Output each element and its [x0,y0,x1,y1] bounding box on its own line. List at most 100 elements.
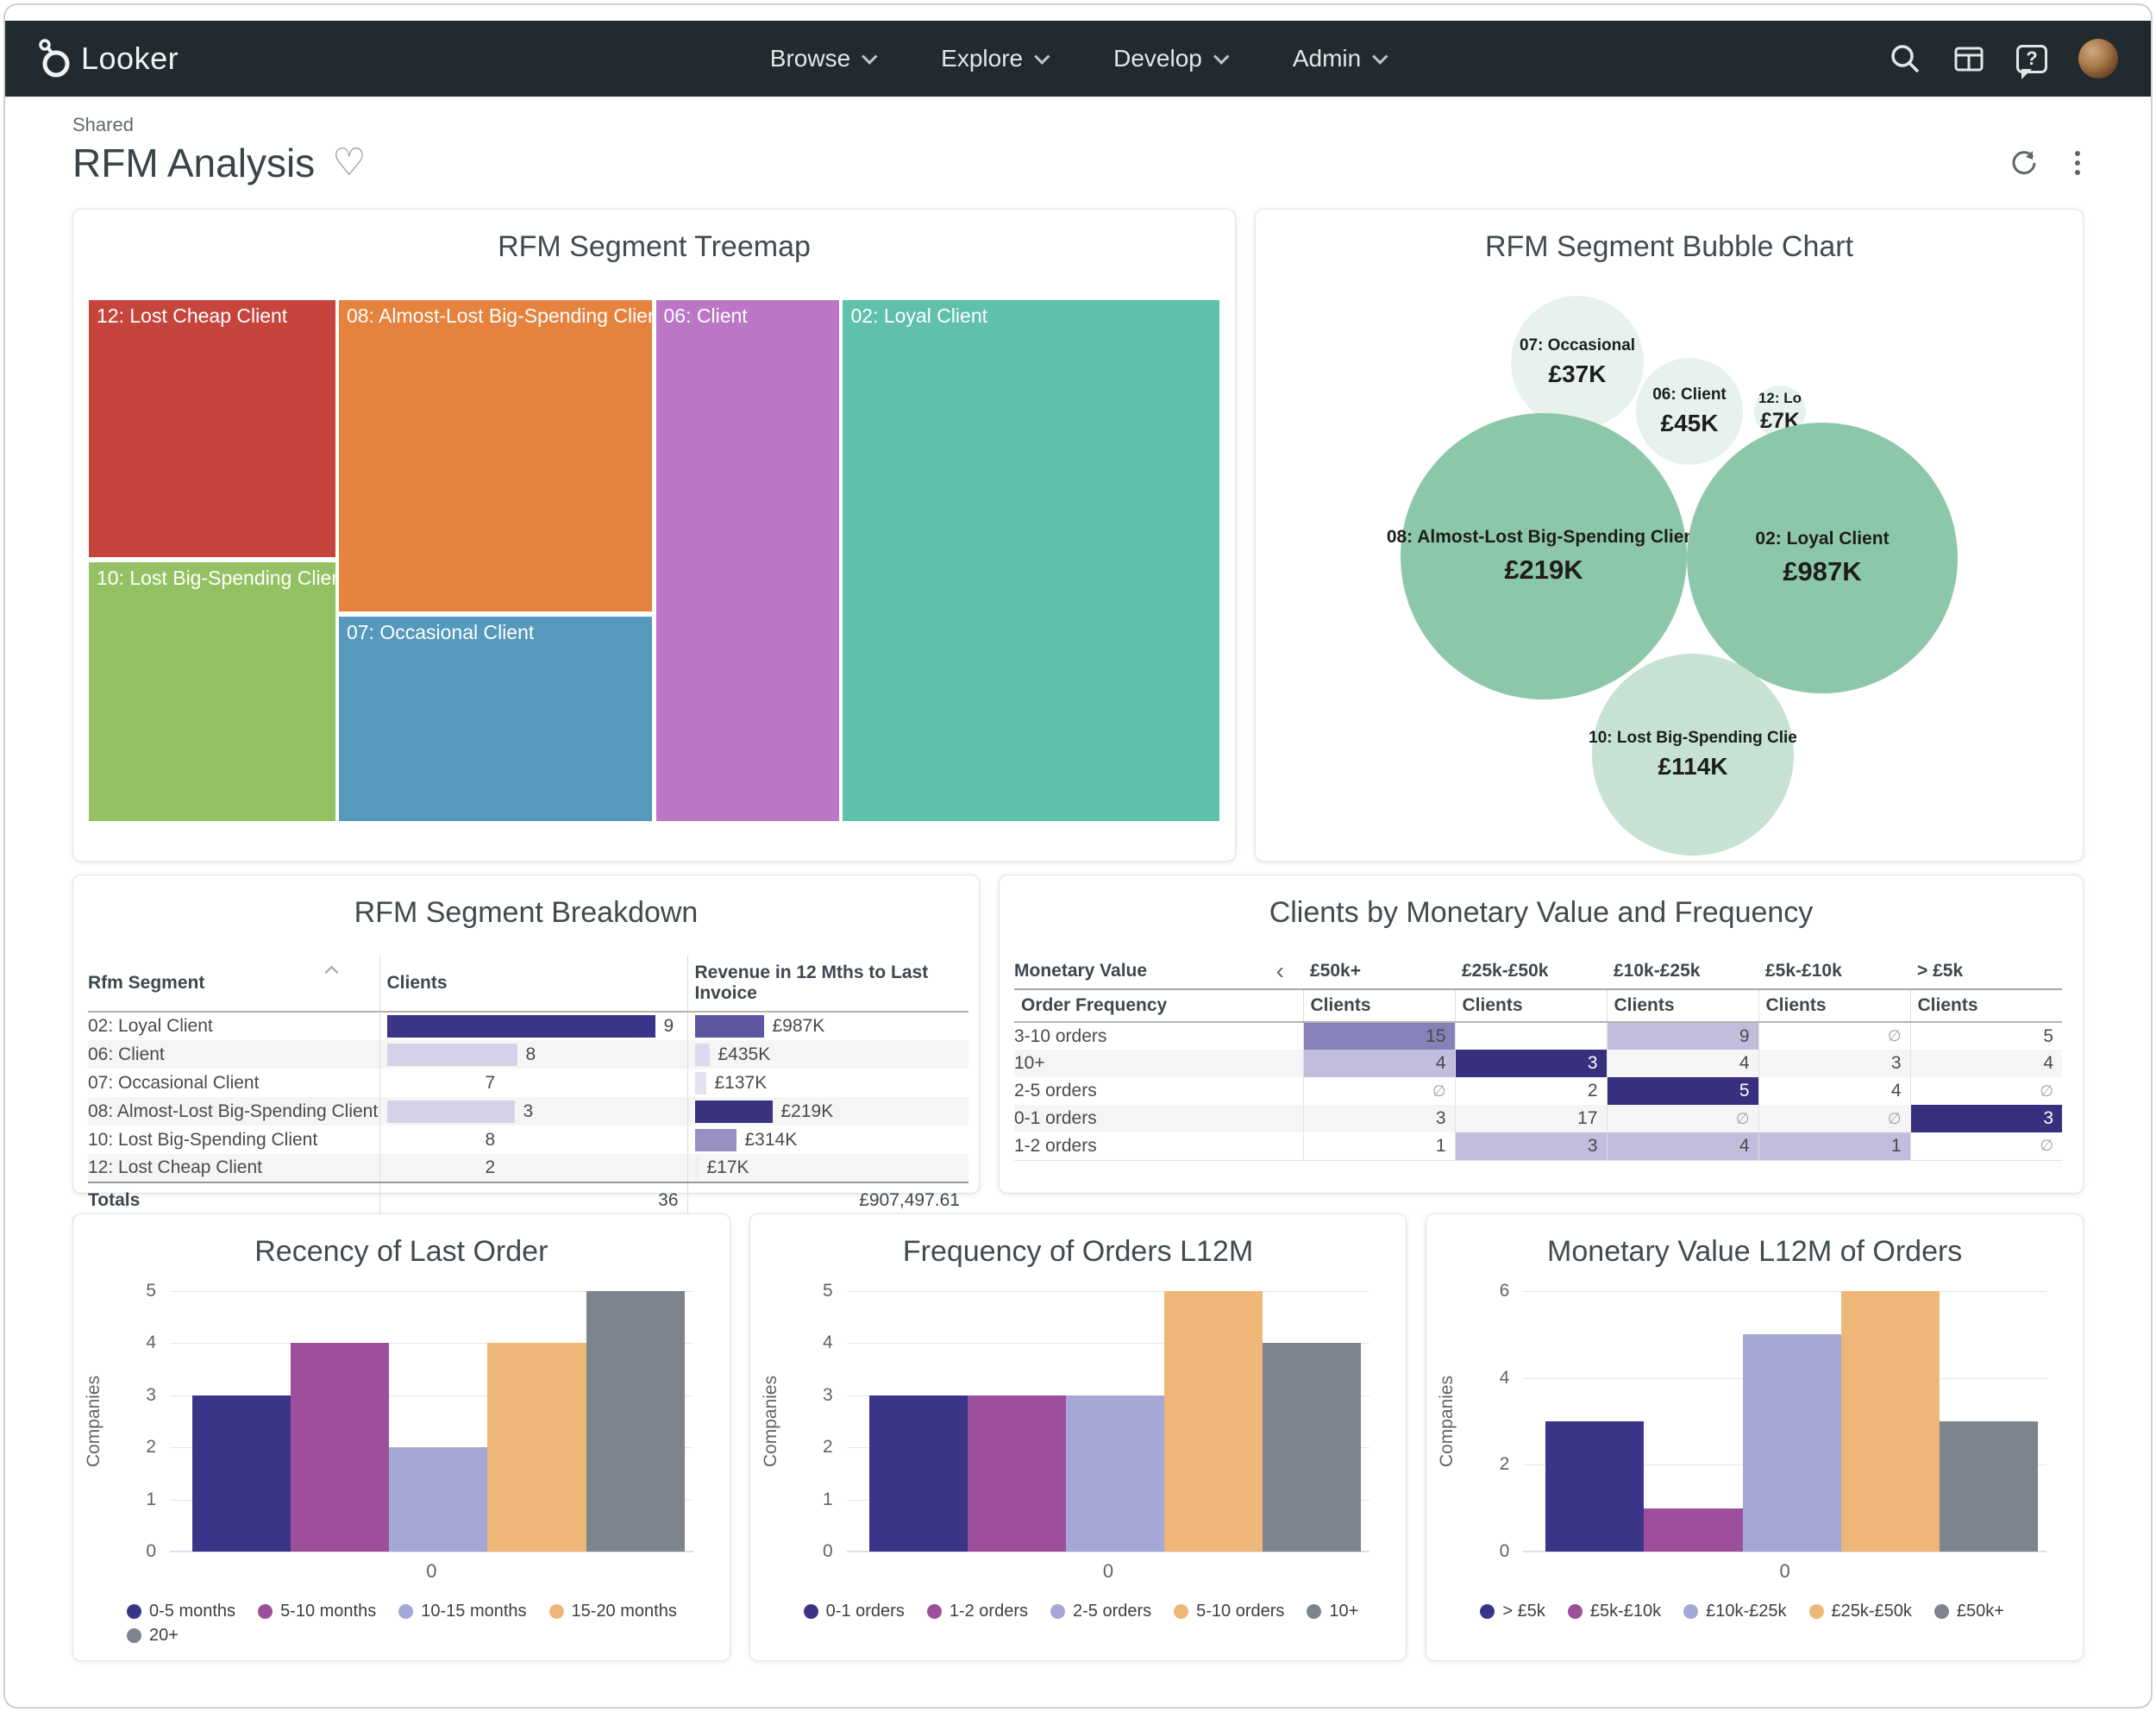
legend-item[interactable]: 5-10 orders [1174,1602,1284,1621]
segment-cell[interactable]: 02: Loyal Client [88,1016,213,1036]
matrix-value-cell[interactable]: ∅ [1758,1022,1910,1050]
legend-item[interactable]: 0-5 months [127,1602,235,1621]
bubble[interactable]: 07: Occasional £37K [1511,296,1644,429]
revenue-cell[interactable]: £219K [686,1097,968,1126]
matrix-value-cell[interactable]: 3 [1909,1105,2062,1132]
matrix-value-cell[interactable]: 17 [1454,1105,1607,1132]
revenue-cell[interactable]: £314K [686,1126,968,1154]
matrix-value-cell[interactable]: 4 [1302,1050,1455,1077]
matrix-value-cell[interactable]: 5 [1909,1022,2062,1050]
bar[interactable] [1263,1343,1362,1552]
matrix-value-cell[interactable]: 4 [1758,1077,1910,1105]
refresh-icon[interactable] [2009,148,2039,178]
legend-item[interactable]: 5-10 months [258,1602,376,1621]
matrix-value-cell[interactable]: 4 [1909,1050,2062,1077]
bar[interactable] [487,1343,586,1552]
treemap-tile[interactable]: 10: Lost Big-Spending Client [87,561,337,823]
matrix-value-cell[interactable]: 1 [1758,1132,1910,1161]
segment-cell[interactable]: 06: Client [88,1044,165,1064]
legend-item[interactable]: 0-1 orders [803,1602,905,1621]
bubble[interactable]: 10: Lost Big-Spending Clie £114K [1589,654,1797,856]
nav-menu-explore[interactable]: Explore [941,45,1050,72]
bar[interactable] [1939,1421,2039,1552]
matrix-value-cell[interactable]: ∅ [1606,1105,1758,1132]
bar[interactable] [1840,1291,1940,1552]
legend-item[interactable]: £50k+ [1934,1602,2004,1621]
matrix-value-cell[interactable]: ∅ [1909,1077,2062,1105]
looker-logo[interactable]: Looker [38,38,179,79]
legend-item[interactable]: 10-15 months [398,1602,527,1621]
bar[interactable] [192,1395,291,1552]
column-header-revenue[interactable]: Revenue in 12 Mths to Last Invoice [686,956,968,1013]
bar[interactable] [1164,1291,1263,1552]
segment-cell[interactable]: 12: Lost Cheap Client [88,1157,262,1177]
bar[interactable] [291,1343,390,1552]
matrix-value-cell[interactable] [1454,1022,1607,1050]
bar[interactable] [1742,1334,1841,1552]
frequency-label-cell[interactable]: 3-10 orders [1014,1025,1107,1046]
bubble[interactable]: 06: Client £45K [1636,358,1743,465]
measure-header[interactable]: Clients [1606,989,1758,1023]
bar[interactable] [389,1447,488,1552]
help-icon[interactable]: ? [2016,44,2047,79]
pivot-value-header[interactable]: £50k+ [1303,954,1455,990]
frequency-label-cell[interactable]: 0-1 orders [1014,1108,1097,1128]
matrix-value-cell[interactable]: ∅ [1758,1105,1910,1132]
nav-menu-admin[interactable]: Admin [1293,45,1388,72]
revenue-cell[interactable]: £987K [686,1012,968,1040]
nav-menu-browse[interactable]: Browse [770,45,878,72]
treemap-tile[interactable]: 12: Lost Cheap Client [87,298,337,559]
bubble[interactable]: 02: Loyal Client £987K [1687,423,1958,693]
legend-item[interactable]: 10+ [1307,1602,1358,1621]
legend-item[interactable]: > £5k [1480,1602,1545,1621]
clients-cell[interactable]: 9 [379,1012,687,1040]
treemap-tile[interactable]: 06: Client [654,298,842,823]
measure-header[interactable]: Clients [1454,989,1607,1023]
segment-cell[interactable]: 07: Occasional Client [88,1072,260,1093]
frequency-label-cell[interactable]: 10+ [1014,1053,1045,1073]
matrix-value-cell[interactable]: 3 [1454,1132,1607,1161]
window-icon[interactable] [1952,42,1985,75]
user-avatar[interactable] [2078,39,2118,78]
row-dimension-header[interactable]: Order Frequency [1014,989,1303,1023]
revenue-cell[interactable]: £435K [686,1040,968,1069]
legend-item[interactable]: 2-5 orders [1050,1602,1151,1621]
matrix-value-cell[interactable]: 4 [1606,1050,1758,1077]
collapse-pivot-icon[interactable]: ‹ [1275,957,1284,984]
bar[interactable] [868,1395,968,1552]
bar[interactable] [1545,1421,1645,1552]
measure-header[interactable]: Clients [1758,989,1910,1023]
frequency-label-cell[interactable]: 1-2 orders [1014,1132,1303,1161]
legend-item[interactable]: £25k-£50k [1808,1602,1912,1621]
clients-cell[interactable]: 8 [379,1040,687,1069]
column-header-rfm-segment[interactable]: Rfm Segment [88,956,379,1013]
segment-cell[interactable]: 10: Lost Big-Spending Client [88,1129,318,1150]
treemap-tile[interactable]: 08: Almost-Lost Big-Spending Client [336,298,655,613]
nav-menu-develop[interactable]: Develop [1113,45,1230,72]
bar[interactable] [967,1395,1066,1552]
revenue-cell[interactable]: £17K [686,1154,968,1182]
pivot-value-header[interactable]: £5k-£10k [1758,954,1910,990]
matrix-value-cell[interactable]: 3 [1302,1105,1455,1132]
frequency-label-cell[interactable]: 2-5 orders [1014,1081,1097,1101]
legend-item[interactable]: 15-20 months [548,1602,677,1621]
treemap-tile[interactable]: 02: Loyal Client [841,298,1221,823]
matrix-value-cell[interactable]: 9 [1606,1022,1758,1050]
measure-header[interactable]: Clients [1302,989,1455,1023]
matrix-value-cell[interactable]: ∅ [1302,1077,1455,1105]
matrix-value-cell[interactable]: 5 [1606,1077,1758,1105]
matrix-value-cell[interactable]: 3 [1454,1050,1607,1077]
matrix-value-cell[interactable]: 15 [1302,1022,1455,1050]
clients-cell[interactable]: 2 [379,1154,687,1182]
more-actions-icon[interactable] [2071,147,2084,179]
pivot-value-header[interactable]: £10k-£25k [1607,954,1758,990]
clients-cell[interactable]: 3 [379,1097,687,1126]
legend-item[interactable]: £10k-£25k [1683,1602,1787,1621]
bar[interactable] [1644,1508,1743,1552]
matrix-value-cell[interactable]: 1 [1302,1132,1455,1161]
bar[interactable] [1065,1395,1165,1552]
revenue-cell[interactable]: £137K [686,1069,968,1097]
measure-header[interactable]: Clients [1909,989,2062,1023]
column-header-clients[interactable]: Clients [379,956,687,1013]
clients-cell[interactable]: 7 [379,1069,687,1097]
